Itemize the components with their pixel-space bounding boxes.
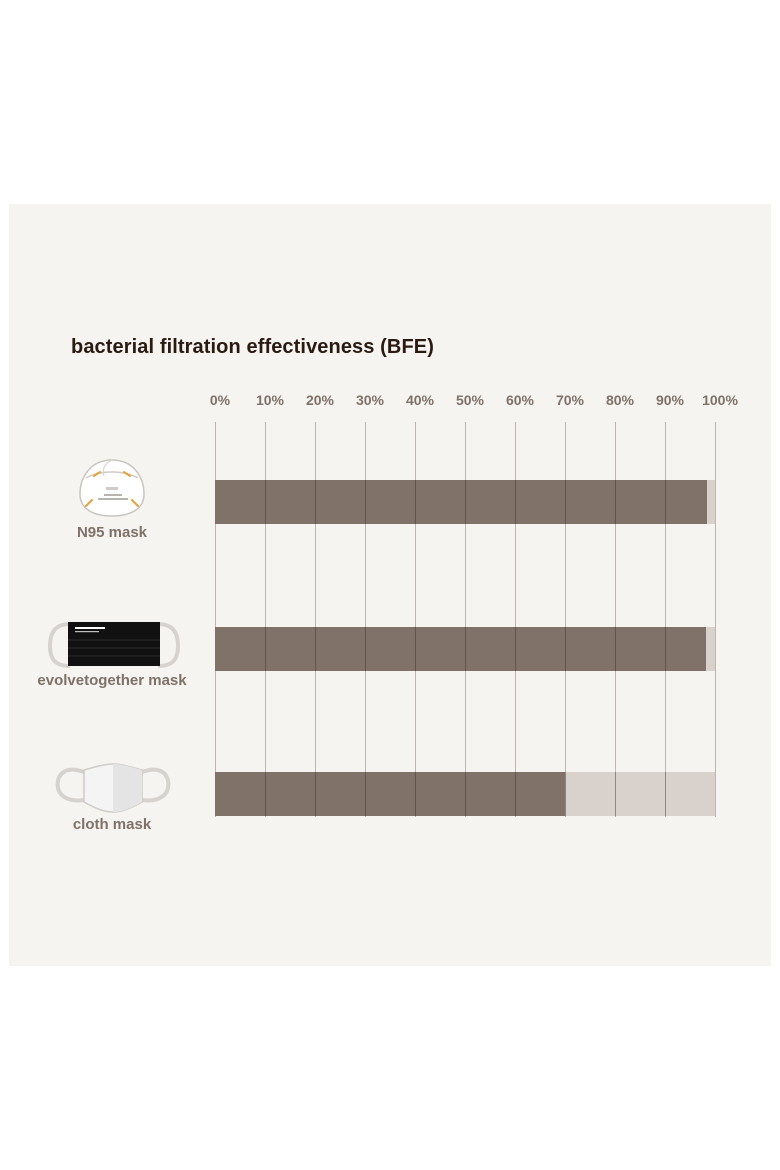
bar-gridline — [365, 772, 366, 816]
bar-gridline — [265, 772, 266, 816]
x-gridline — [365, 422, 366, 817]
category-label-evolvetogether: evolvetogether mask — [37, 672, 187, 689]
bar-gridline — [515, 480, 516, 524]
bar-gridline — [265, 480, 266, 524]
bar-n95 — [215, 480, 707, 524]
x-tick-label: 20% — [305, 392, 335, 408]
x-tick-label: 80% — [605, 392, 635, 408]
x-tick-label: 40% — [405, 392, 435, 408]
evolvetogether-mask-icon — [48, 622, 180, 668]
bar-cloth — [215, 772, 565, 816]
bar-gridline — [515, 772, 516, 816]
bar-gridline — [615, 480, 616, 524]
x-tick-label: 50% — [455, 392, 485, 408]
x-tick-label: 70% — [555, 392, 585, 408]
bar-gridline — [465, 627, 466, 671]
x-tick-label: 0% — [209, 392, 231, 408]
bar-gridline — [615, 627, 616, 671]
x-gridline — [465, 422, 466, 817]
bar-track-cloth — [215, 772, 715, 816]
x-tick-label: 90% — [655, 392, 685, 408]
chart-title: bacterial filtration effectiveness (BFE) — [71, 336, 434, 358]
bar-gridline — [365, 480, 366, 524]
x-axis-ticks: 0% 10% 20% 30% 40% 50% 60% 70% 80% 90% 100% — [0, 392, 780, 412]
bar-gridline — [415, 480, 416, 524]
bar-gridline — [465, 480, 466, 524]
x-tick-label: 30% — [355, 392, 385, 408]
cloth-mask-icon — [55, 763, 171, 813]
x-gridline — [565, 422, 566, 817]
x-gridline — [615, 422, 616, 817]
bar-gridline — [565, 627, 566, 671]
bar-gridline — [465, 772, 466, 816]
x-gridline — [715, 422, 716, 817]
bar-gridline — [665, 480, 666, 524]
bar-evolvetogether — [215, 627, 706, 671]
bar-track-n95 — [215, 480, 715, 524]
bar-gridline — [265, 627, 266, 671]
bar-gridline — [665, 772, 666, 816]
chart-panel — [9, 204, 771, 966]
category-label-n95: N95 mask — [76, 524, 148, 541]
bar-gridline — [315, 480, 316, 524]
x-gridline — [215, 422, 216, 817]
x-tick-label: 60% — [505, 392, 535, 408]
x-tick-label: 10% — [255, 392, 285, 408]
bar-gridline — [315, 772, 316, 816]
x-tick-label: 100% — [702, 392, 738, 408]
x-gridline — [515, 422, 516, 817]
bar-gridline — [565, 772, 566, 816]
n95-mask-icon — [79, 459, 145, 517]
bar-gridline — [415, 772, 416, 816]
bar-gridline — [515, 627, 516, 671]
x-gridline — [265, 422, 266, 817]
x-gridline — [415, 422, 416, 817]
bar-gridline — [615, 772, 616, 816]
category-label-cloth: cloth mask — [72, 816, 152, 833]
bar-gridline — [565, 480, 566, 524]
x-gridline — [665, 422, 666, 817]
bar-gridline — [415, 627, 416, 671]
bar-track-evolvetogether — [215, 627, 715, 671]
bar-gridline — [315, 627, 316, 671]
bar-gridline — [365, 627, 366, 671]
bar-gridline — [665, 627, 666, 671]
x-gridline — [315, 422, 316, 817]
